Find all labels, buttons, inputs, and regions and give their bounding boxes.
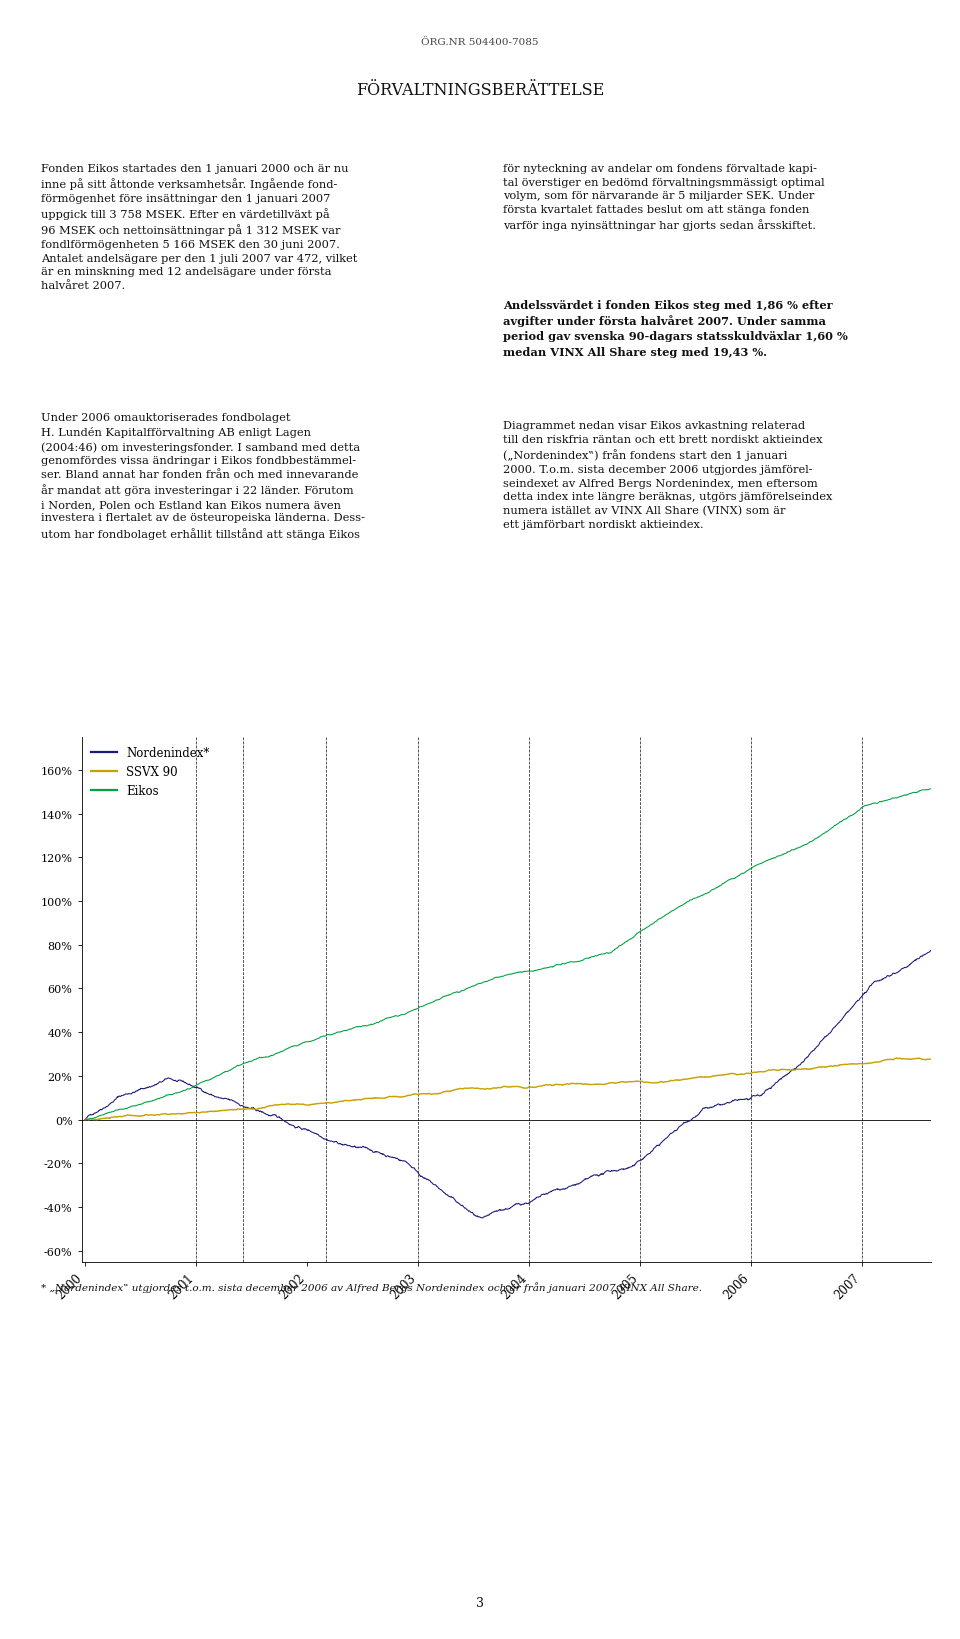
Text: FÖRVALTNINGSBERÄTTELSE: FÖRVALTNINGSBERÄTTELSE [356, 82, 604, 98]
Text: ÖRG.NR 504400-7085: ÖRG.NR 504400-7085 [421, 38, 539, 46]
Text: Under 2006 omauktoriserades fondbolaget
H. Lundén Kapitalfförvaltning AB enligt : Under 2006 omauktoriserades fondbolaget … [41, 413, 365, 539]
Text: * „Nordenindex‟ utgjordes t.o.m. sista december 2006 av Alfred Bergs Nordenindex: * „Nordenindex‟ utgjordes t.o.m. sista d… [41, 1282, 703, 1293]
Text: 3: 3 [476, 1596, 484, 1609]
Text: Fonden Eikos startades den 1 januari 2000 och är nu
inne på sitt åttonde verksam: Fonden Eikos startades den 1 januari 200… [41, 164, 358, 290]
Text: Andelssvärdet i fonden Eikos steg med 1,86 % efter
avgifter under första halvåre: Andelssvärdet i fonden Eikos steg med 1,… [503, 300, 848, 357]
Text: Diagrammet nedan visar Eikos avkastning relaterad
till den riskfria räntan och e: Diagrammet nedan visar Eikos avkastning … [503, 421, 832, 529]
Legend: Nordenindex*, SSVX 90, Eikos: Nordenindex*, SSVX 90, Eikos [87, 744, 213, 801]
Text: för nyteckning av andelar om fondens förvaltade kapi-
tal överstiger en bedömd f: för nyteckning av andelar om fondens för… [503, 164, 825, 231]
